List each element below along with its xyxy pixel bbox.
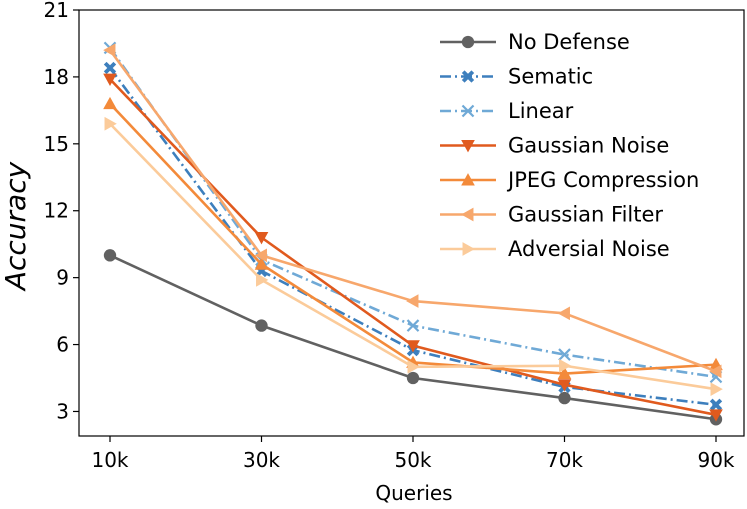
legend-marker — [461, 173, 475, 186]
data-point — [559, 358, 572, 373]
data-point — [709, 398, 723, 411]
data-point — [557, 379, 572, 392]
series-no-defense — [103, 249, 723, 426]
x-tick-label: 70k — [546, 448, 583, 472]
series-gaussian-noise — [103, 73, 723, 422]
data-point — [103, 61, 117, 75]
legend-item: JPEG Compression — [440, 168, 699, 192]
x-tick-label: 50k — [394, 448, 431, 472]
legend-item: No Defense — [440, 30, 630, 54]
x-axis-label: Queries — [375, 481, 452, 505]
data-point — [256, 273, 269, 287]
data-point — [103, 73, 117, 86]
data-point — [407, 360, 420, 374]
y-tick-label: 12 — [44, 199, 69, 223]
series-gaussian-filter — [103, 43, 722, 379]
legend-item: Gaussian Noise — [440, 134, 669, 158]
series-adversial-noise — [104, 116, 723, 396]
legend-marker — [461, 207, 474, 222]
x-axis: 10k 30k 50k 70k 90k — [91, 436, 735, 472]
legend-item: Gaussian Filter — [440, 203, 663, 227]
x-tick-label: 90k — [697, 448, 734, 472]
legend-marker — [461, 104, 475, 118]
y-axis: 3 6 9 12 15 18 21 — [44, 0, 79, 423]
legend-label: Gaussian Noise — [508, 134, 669, 158]
y-axis-label: Accuracy — [0, 161, 32, 292]
data-point — [406, 371, 420, 385]
data-point — [557, 306, 570, 321]
data-point — [558, 348, 571, 361]
y-tick-label: 18 — [44, 65, 69, 89]
axes-frame — [78, 9, 745, 437]
y-tick-label: 9 — [56, 266, 69, 290]
data-point — [103, 249, 117, 262]
y-tick-label: 6 — [56, 333, 69, 357]
x-tick-label: 10k — [91, 448, 128, 472]
data-point — [709, 364, 722, 379]
y-tick-label: 3 — [56, 399, 69, 423]
data-point — [709, 409, 723, 422]
legend-label: No Defense — [508, 30, 630, 54]
legend-marker — [462, 242, 475, 256]
x-tick-label: 30k — [243, 448, 280, 472]
data-point — [557, 366, 572, 380]
data-point — [406, 294, 419, 308]
data-point — [254, 248, 267, 263]
legend-item: Sematic — [440, 65, 593, 89]
series-layer — [103, 41, 723, 426]
data-point — [254, 257, 269, 270]
data-point — [406, 319, 420, 332]
data-point — [103, 43, 116, 57]
y-tick-label: 15 — [44, 132, 69, 156]
legend-label: Sematic — [508, 65, 593, 89]
data-point — [406, 340, 420, 353]
data-point — [255, 319, 268, 332]
data-point — [558, 391, 571, 405]
data-point — [710, 382, 723, 396]
legend-label: Adversial Noise — [508, 237, 670, 261]
legend-marker — [461, 70, 475, 83]
legend-item: Adversial Noise — [440, 237, 670, 261]
legend-label: Linear — [508, 99, 574, 123]
legend: No Defense Sematic Linear Gaussian Noise JPE… — [440, 30, 699, 261]
legend-label: Gaussian Filter — [508, 203, 663, 227]
legend-marker — [461, 35, 475, 49]
y-tick-label: 21 — [44, 0, 69, 22]
data-point — [254, 232, 269, 245]
legend-item: Linear — [440, 99, 574, 123]
legend-marker — [461, 140, 475, 153]
data-point — [104, 116, 117, 131]
data-point — [103, 96, 117, 110]
legend-label: JPEG Compression — [506, 168, 699, 192]
